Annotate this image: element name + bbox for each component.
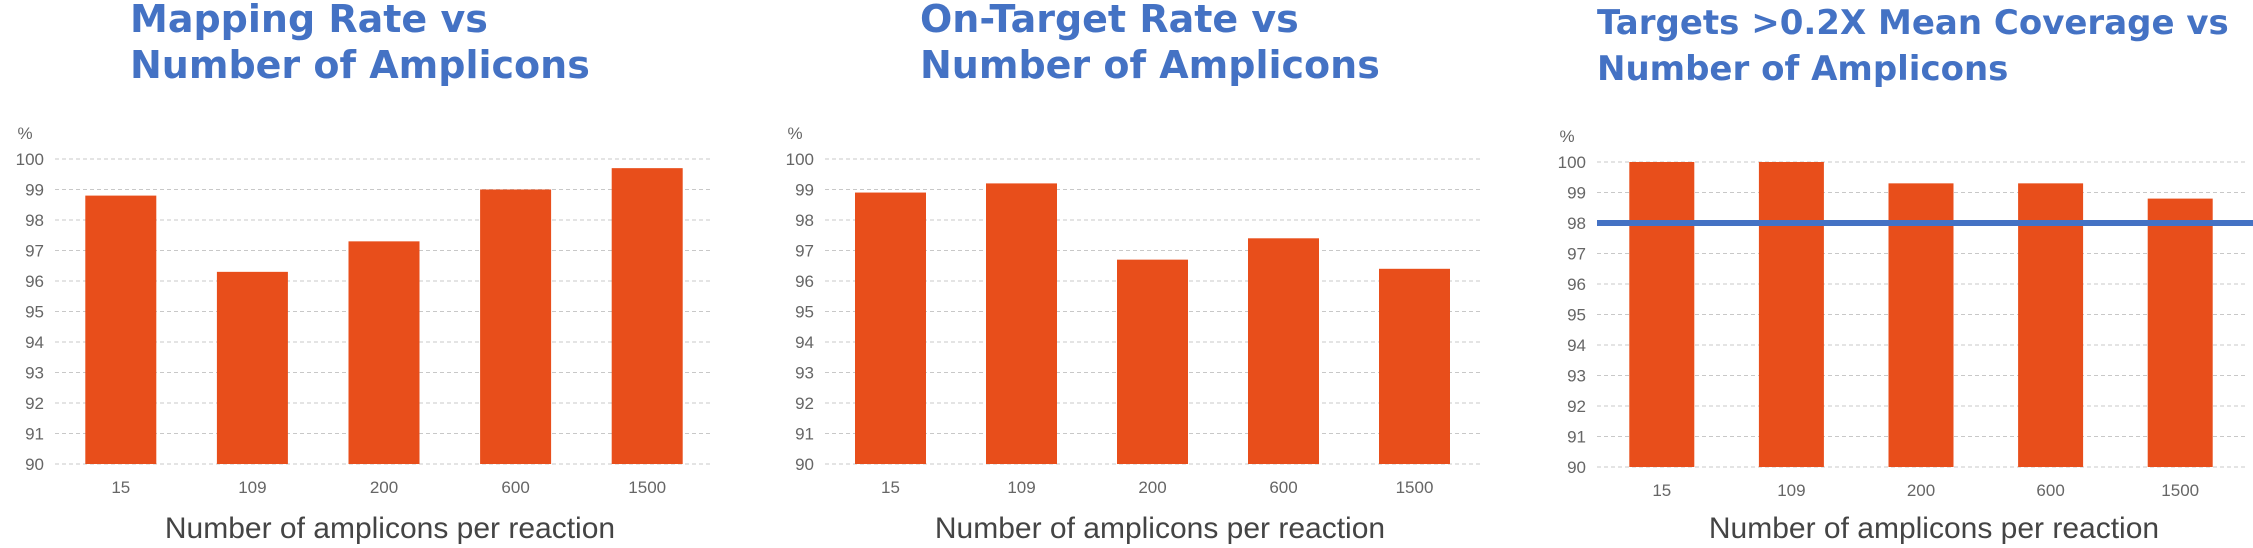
bar [611,168,683,464]
y-tick-label: 90 [25,455,44,474]
chart-panel-coverage: Targets >0.2X Mean Coverage vs Number of… [1535,0,2253,548]
y-tick-label: 93 [25,364,44,383]
x-tick-label: 600 [1269,478,1297,497]
x-tick-label: 600 [2036,481,2064,500]
bar [85,195,157,464]
x-tick-label: 200 [1907,481,1935,500]
y-tick-label: 92 [1567,397,1586,416]
chart-svg: 90 91 92 93 94 95 96 97 98 99 100% 15 109 200 600 1500 N… [786,124,1480,545]
y-tick-label: 92 [25,394,44,413]
y-tick-label: 97 [1567,245,1586,264]
y-tick-label: 95 [1567,306,1586,325]
chart-svg: 90 91 92 93 94 95 96 97 98 99 100% 15 109 200 600 1500 N… [16,124,713,545]
chart-title: On-Target Rate vs Number of Amplicons [920,0,1380,87]
bar [2147,198,2213,467]
bar [1117,259,1188,464]
bar [1888,183,1954,467]
y-tick-label: 100 [786,150,814,169]
bar [855,192,926,465]
x-axis-label: Number of amplicons per reaction [165,512,615,545]
y-tick-label: 100 [1558,153,1586,172]
x-tick-label: 600 [501,478,529,497]
y-tick-label: 94 [25,333,44,352]
y-tick-label: 98 [1567,214,1586,233]
chart-panel-mapping-rate: Mapping Rate vs Number of Amplicons 90 91… [0,0,740,548]
bar [1629,162,1695,467]
x-tick-label: 1500 [2161,481,2199,500]
x-axis-label: Number of amplicons per reaction [1709,512,2159,545]
bar [2018,183,2084,467]
y-tick-label: 91 [795,425,814,444]
y-tick-label: 95 [25,303,44,322]
x-tick-label: 109 [1007,478,1035,497]
y-unit-label: % [787,124,802,143]
x-tick-label: 109 [1777,481,1805,500]
y-tick-label: 99 [1567,184,1586,203]
bar [1758,162,1824,467]
y-tick-label: 96 [1567,275,1586,294]
chart-panel-on-target-rate: On-Target Rate vs Number of Amplicons 90… [770,0,1510,548]
y-unit-label: % [17,124,32,143]
bar [480,189,552,464]
y-tick-label: 94 [795,333,814,352]
y-tick-label: 96 [25,272,44,291]
chart-title: Targets >0.2X Mean Coverage vs Number of… [1597,3,2229,89]
y-tick-label: 99 [795,181,814,200]
y-tick-label: 97 [25,242,44,261]
x-tick-label: 1500 [628,478,666,497]
x-tick-label: 200 [1138,478,1166,497]
y-tick-label: 90 [1567,458,1586,477]
x-tick-label: 15 [881,478,900,497]
y-tick-label: 91 [1567,428,1586,447]
x-tick-label: 15 [111,478,130,497]
y-tick-label: 93 [795,364,814,383]
bar [348,241,420,464]
y-tick-label: 92 [795,394,814,413]
y-tick-label: 98 [795,211,814,230]
y-tick-label: 99 [25,181,44,200]
x-tick-label: 15 [1652,481,1671,500]
x-tick-label: 1500 [1396,478,1434,497]
y-tick-label: 95 [795,303,814,322]
x-axis-label: Number of amplicons per reaction [935,512,1385,545]
y-tick-label: 93 [1567,367,1586,386]
bar [1379,268,1450,464]
bar [1248,238,1319,464]
y-tick-label: 94 [1567,336,1586,355]
x-tick-label: 109 [238,478,266,497]
chart-title: Mapping Rate vs Number of Amplicons [130,0,590,87]
y-unit-label: % [1559,127,1574,146]
chart-svg: 90 91 92 93 94 95 96 97 98 99 100% 15 109 200 600 1500N… [1558,127,2253,545]
x-tick-label: 200 [370,478,398,497]
y-tick-label: 97 [795,242,814,261]
bar [986,183,1057,464]
bar [216,271,288,464]
y-tick-label: 90 [795,455,814,474]
y-tick-label: 98 [25,211,44,230]
y-tick-label: 96 [795,272,814,291]
y-tick-label: 91 [25,425,44,444]
y-tick-label: 100 [16,150,44,169]
